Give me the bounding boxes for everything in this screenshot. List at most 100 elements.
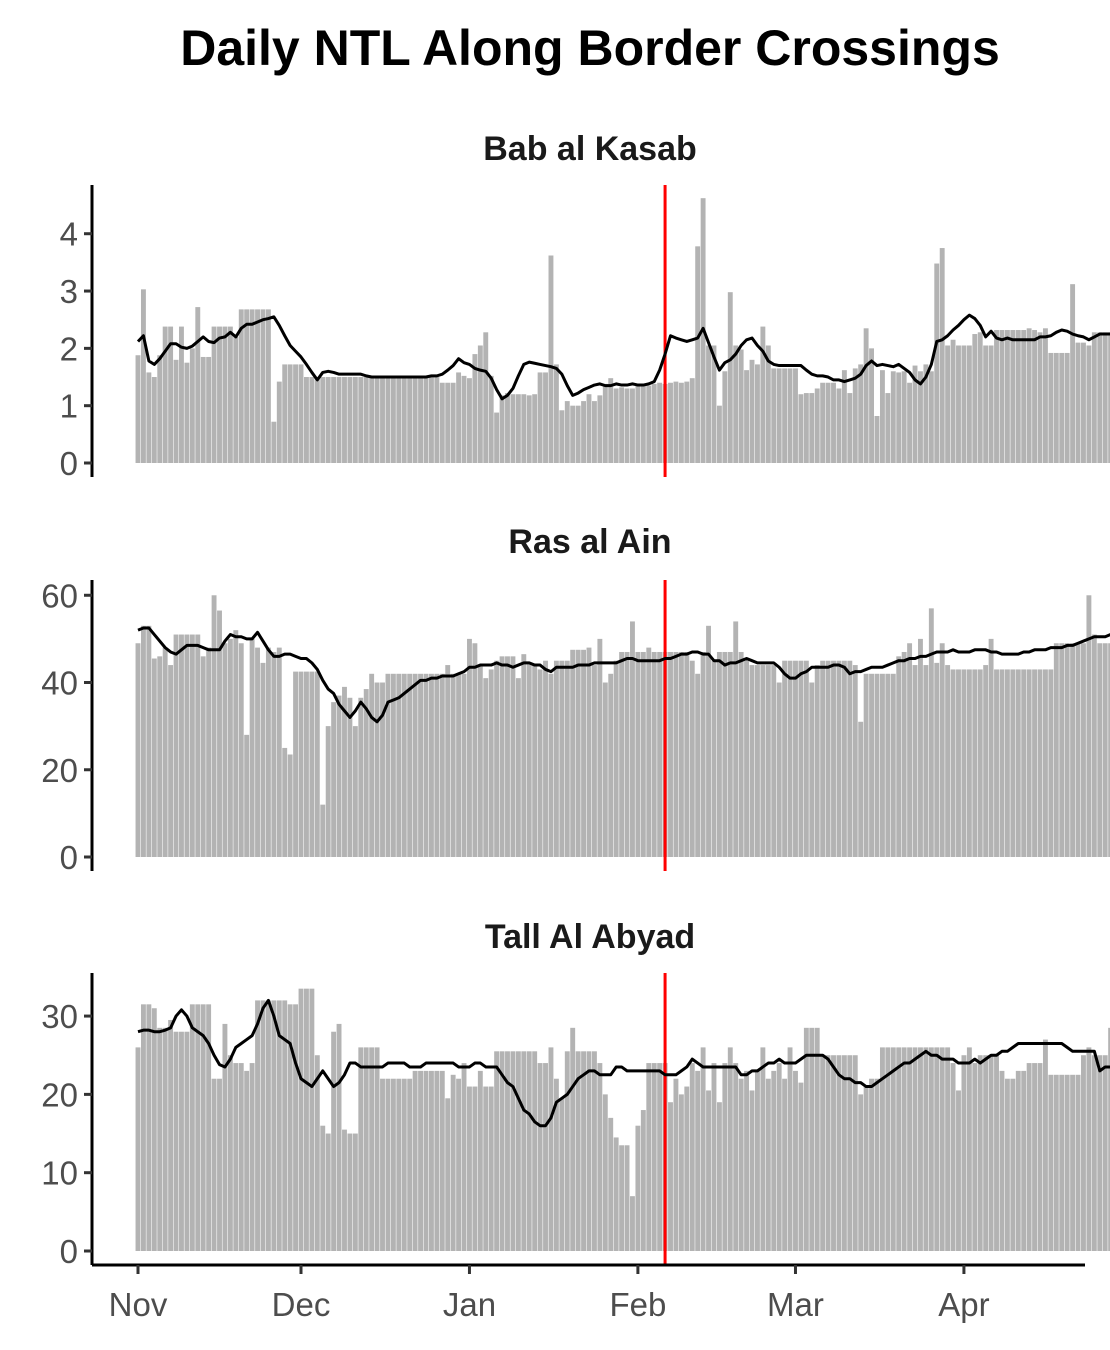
bar: [890, 371, 896, 463]
bar: [456, 673, 462, 857]
bar: [722, 1063, 728, 1251]
y-tick-label: 20: [41, 752, 78, 789]
bar: [439, 673, 445, 857]
bar: [575, 1051, 581, 1251]
y-tick-label: 1: [60, 388, 78, 425]
bar: [841, 660, 847, 857]
bar: [211, 1078, 217, 1251]
bar: [733, 621, 739, 857]
bar: [293, 364, 299, 463]
bar: [918, 1047, 923, 1251]
bar: [488, 375, 494, 463]
bar: [1102, 332, 1108, 463]
bar: [684, 381, 690, 463]
bar: [586, 647, 592, 857]
bar: [581, 401, 587, 463]
bar: [140, 289, 146, 463]
bar-series: [135, 988, 1110, 1251]
bar: [162, 647, 168, 857]
bar: [287, 754, 293, 857]
bar: [151, 377, 157, 463]
bar: [912, 365, 918, 463]
bar: [711, 345, 717, 463]
bar: [401, 1078, 407, 1251]
bar: [320, 804, 326, 857]
bar: [412, 377, 418, 463]
bar: [776, 682, 782, 857]
bar: [630, 1196, 635, 1251]
bar: [619, 651, 625, 857]
bar: [896, 656, 902, 857]
bar: [184, 362, 190, 463]
bar: [581, 1051, 587, 1251]
bar: [635, 1125, 641, 1251]
bar: [548, 673, 554, 857]
bar: [1053, 1074, 1059, 1251]
bar: [608, 673, 614, 857]
bar: [304, 988, 309, 1251]
bar: [1032, 1063, 1038, 1251]
bar: [896, 372, 902, 463]
bar: [863, 1086, 869, 1251]
bar: [314, 671, 320, 857]
bar: [1086, 345, 1092, 463]
bar: [836, 388, 842, 463]
bar: [771, 1070, 777, 1251]
bar: [1091, 332, 1097, 463]
bar: [173, 1031, 179, 1251]
bar: [439, 382, 445, 463]
bar: [1026, 1063, 1032, 1251]
bar: [847, 393, 853, 463]
bar: [570, 405, 576, 463]
bar: [461, 375, 467, 463]
bar: [510, 1051, 516, 1251]
bar: [630, 621, 635, 857]
bar: [1097, 332, 1103, 463]
bar: [890, 673, 896, 857]
bar: [814, 388, 820, 463]
bar: [836, 1055, 842, 1251]
bar: [722, 651, 728, 857]
bar: [755, 665, 760, 857]
bar: [793, 660, 798, 857]
x-tick-label: Dec: [272, 1286, 331, 1323]
bar: [271, 651, 277, 857]
bar: [1075, 342, 1081, 463]
bar: [1026, 669, 1032, 857]
bar: [912, 665, 918, 857]
bar: [1048, 669, 1054, 857]
bar: [157, 656, 163, 857]
bar: [1081, 643, 1086, 857]
bar: [184, 1031, 190, 1251]
bar: [787, 1047, 793, 1251]
bar: [358, 377, 364, 463]
bar: [803, 660, 809, 857]
bar: [450, 382, 456, 463]
bar: [336, 695, 342, 857]
bar: [543, 660, 548, 857]
bar: [1070, 284, 1076, 463]
bar: [423, 377, 429, 463]
x-tick-label: Nov: [109, 1286, 168, 1323]
bar: [189, 1004, 195, 1251]
bar: [1064, 352, 1070, 463]
bar: [624, 388, 630, 463]
bar: [505, 393, 510, 463]
bar: [293, 1004, 299, 1251]
bar: [602, 1094, 608, 1251]
bar: [831, 1055, 836, 1251]
bar: [1042, 328, 1048, 463]
bar: [255, 309, 260, 463]
bar: [885, 673, 891, 857]
bar: [1059, 643, 1065, 857]
bar: [613, 660, 619, 857]
bar: [331, 702, 337, 857]
bar: [162, 326, 168, 463]
bar: [755, 1070, 760, 1251]
bar: [716, 1102, 722, 1251]
bar: [1042, 669, 1048, 857]
bar: [347, 377, 353, 463]
bar: [1010, 1078, 1016, 1251]
bar: [423, 1070, 429, 1251]
